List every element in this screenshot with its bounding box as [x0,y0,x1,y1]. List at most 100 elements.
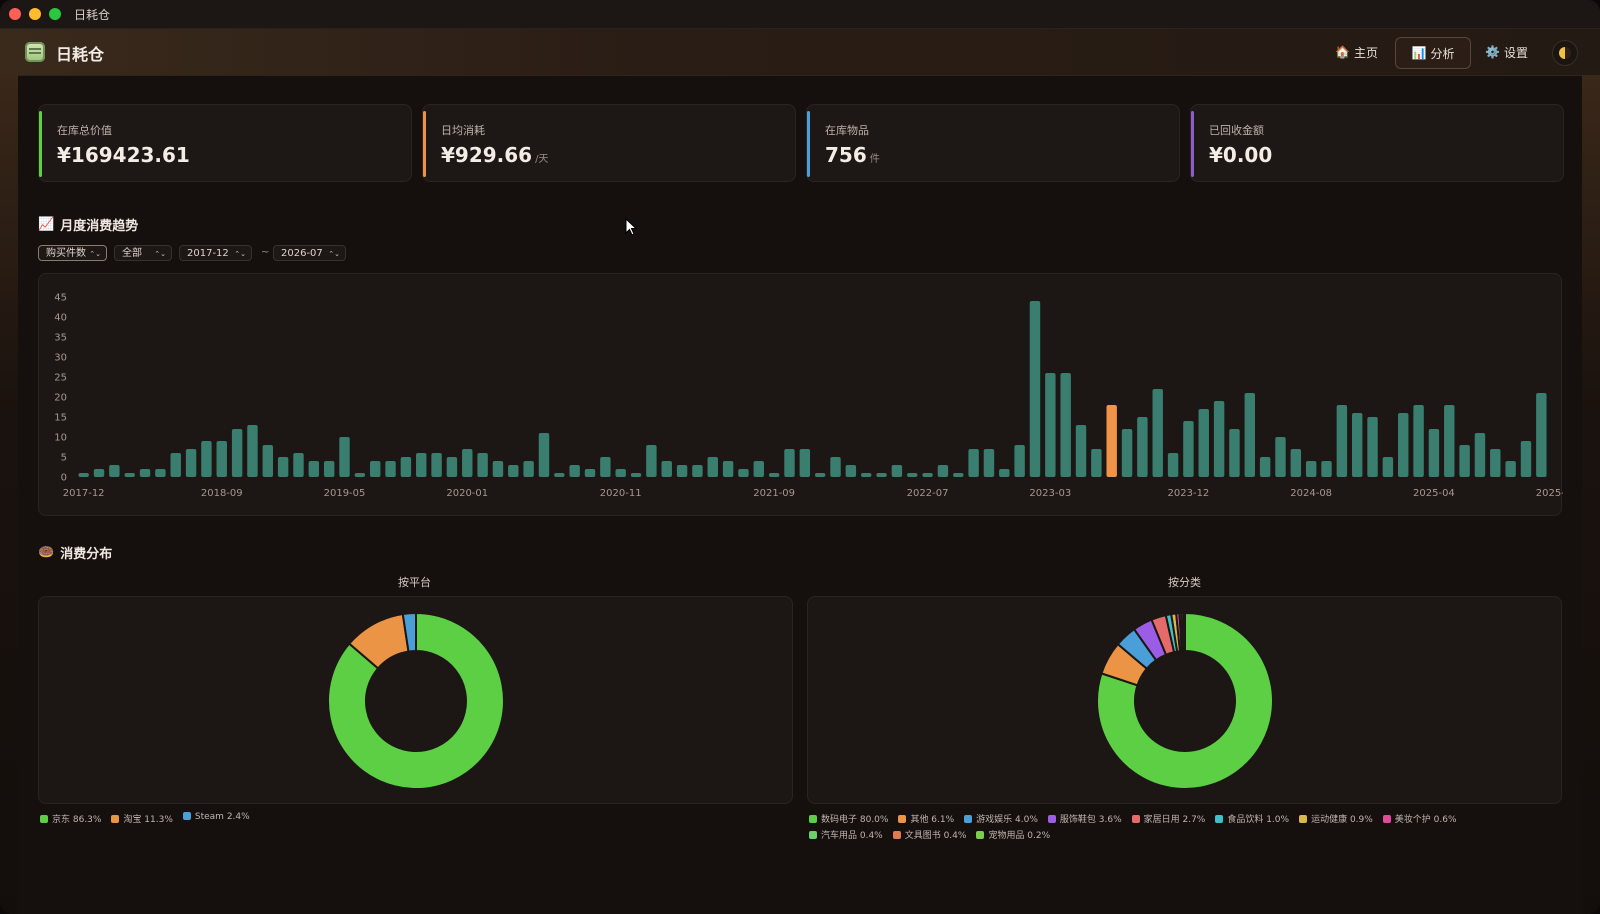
select-chevron-icon: ⌃⌄ [89,250,101,258]
chart-bar [830,457,841,477]
chart-bar [78,473,89,477]
chart-bar [400,457,412,477]
chart-bar [354,473,366,477]
legend-swatch [40,815,48,823]
stat-label: 日均消耗 [441,124,485,137]
chart-bar [1275,437,1286,477]
chart-bar [462,449,473,477]
legend-item[interactable]: 服饰鞋包 3.6% [1047,812,1122,825]
legend-swatch [809,815,817,823]
chart-bar [814,473,826,477]
chart-bar [1520,441,1532,477]
chart-bar [538,433,550,477]
legend-item[interactable]: 文具图书 0.4% [892,828,966,841]
x-tick-label: 2025-04 [1413,488,1455,499]
nav-analysis-button[interactable]: 📊 分析 [1395,37,1471,69]
chart-bar [1382,457,1394,477]
x-tick-label: 2017-12 [63,488,105,499]
legend-item[interactable]: 游戏娱乐 4.0% [964,812,1038,825]
category-legend: 数码电子 80.0% 其他 6.1% 游戏娱乐 4.0% 服饰鞋包 3.6% 家居日用 … [809,812,1559,848]
stat-card-items-in-stock: 在库物品 756 件 [806,104,1180,182]
monthly-trend-chart-panel: 0 5 10 15 20 25 30 35 40 45 2017-12 2018-09 2019-05 2… [38,273,1578,516]
legend-label: 宠物用品 0.2% [988,831,1051,841]
zoom-window-button[interactable] [49,8,61,20]
legend-swatch [964,815,973,823]
chart-bar [124,473,135,477]
chart-bar [1259,457,1271,477]
bar-chart-icon: 📊 [1411,46,1427,60]
chart-bar [1198,409,1209,477]
start-month-select[interactable]: 2017-12 ⌃⌄ [179,245,252,261]
chart-bar [860,473,872,477]
legend-item[interactable]: 宠物用品 0.2% [976,828,1050,841]
chart-bar [907,473,918,477]
chart-bar [768,473,780,477]
chart-bar [109,465,120,477]
chart-bar [876,473,887,477]
chart-bar [369,461,381,477]
chart-bar [262,445,274,477]
chart-bar [922,473,933,477]
category-select-value: 全部 [122,248,142,259]
chart-bar [1367,417,1378,477]
legend-label: 食品饮料 1.0% [1227,815,1290,825]
distribution-title: 消费分布 [60,547,113,562]
legend-item[interactable]: 京东 86.3% [40,812,101,825]
chart-bar [554,473,565,477]
nav-home-button[interactable]: 🏠 主页 [1335,37,1378,67]
chart-bar [1459,445,1470,477]
chart-bar [231,429,243,477]
legend-swatch [1047,815,1056,823]
chart-bar [247,425,258,477]
stat-card-daily-consumption: 日均消耗 ¥929.66/天 [422,104,796,182]
legend-item[interactable]: 运动健康 0.9% [1299,812,1373,825]
legend-item[interactable]: 家居日用 2.7% [1131,812,1205,825]
legend-label: 汽车用品 0.4% [821,831,883,841]
stat-accent-bar [39,111,42,177]
legend-item[interactable]: 淘宝 11.3% [111,812,173,825]
legend-label: 运动健康 0.9% [1311,815,1373,825]
minimize-window-button[interactable] [29,8,41,20]
platform-legend: 京东 86.3% 淘宝 11.3% Steam 2.4% [40,812,790,832]
chart-bar [1152,389,1163,477]
stat-value: ¥929.66 [441,143,533,167]
stat-card-recycled-amount: 已回收金额 ¥0.00 [1190,104,1564,182]
x-tick-label: 2020-11 [600,488,642,499]
legend-item[interactable]: 美妆个护 0.6% [1382,812,1457,825]
metric-select[interactable]: 购买件数 ⌃⌄ [38,245,107,261]
legend-item[interactable]: 数码电子 80.0% [809,812,888,825]
chart-bar [1490,449,1501,477]
line-chart-icon: 📈 [38,217,55,232]
chart-bar [1336,405,1348,477]
category-select[interactable]: 全部 ⌃⌄ [114,245,172,261]
legend-item[interactable]: 食品饮料 1.0% [1215,812,1289,825]
end-month-select[interactable]: 2026-07 ⌃⌄ [273,245,346,261]
chart-bar [600,457,611,477]
chart-bar [170,453,181,477]
x-tick-label: 2024-08 [1290,488,1332,499]
x-tick-label: 2022-07 [907,488,949,499]
chart-bar [738,469,749,477]
chart-bar [968,449,979,477]
legend-swatch [182,812,191,820]
stat-accent-bar [423,111,426,177]
donut-slice [1182,611,1186,653]
nav-settings-button[interactable]: ⚙️ 设置 [1485,37,1528,67]
legend-item[interactable]: 其他 6.1% [898,812,954,825]
chart-bar [983,449,995,477]
legend-item[interactable]: Steam 2.4% [182,812,250,822]
chart-bar [1398,413,1409,477]
chart-bar [323,461,335,477]
chart-bar [1106,405,1117,477]
chart-bar [953,473,964,477]
chart-bar [385,461,396,477]
select-chevron-icon: ⌃⌄ [328,250,340,258]
title-bar: 日耗仓 [0,0,1600,29]
x-tick-label: 2023-03 [1029,488,1071,499]
chart-bar [477,453,488,477]
chart-bar [139,469,151,477]
close-window-button[interactable] [9,8,21,20]
legend-label: 其他 6.1% [910,815,955,825]
legend-item[interactable]: 汽车用品 0.4% [809,828,883,841]
theme-toggle-button[interactable] [1552,40,1578,66]
